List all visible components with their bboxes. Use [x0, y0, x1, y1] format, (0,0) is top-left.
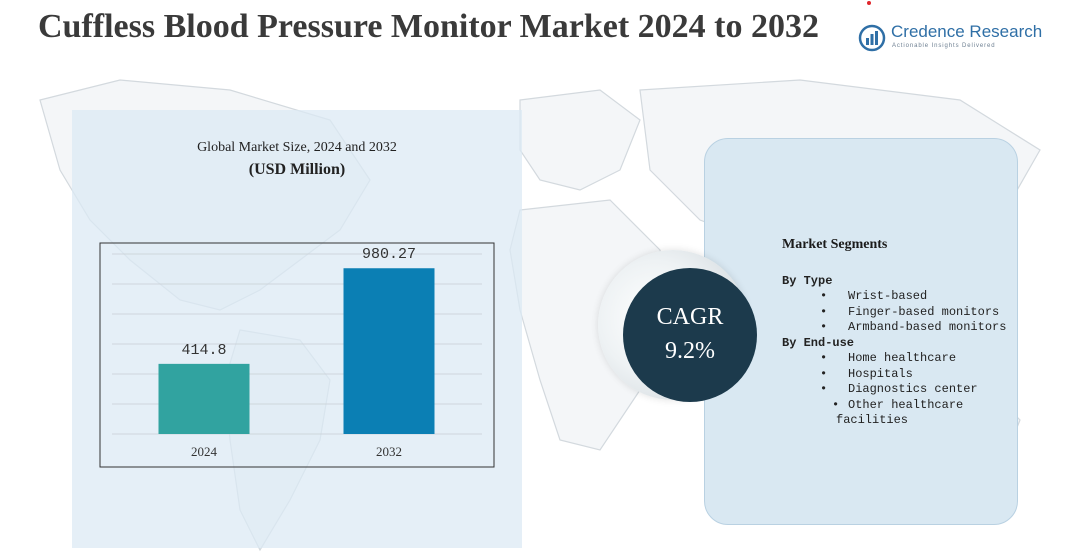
- bar-2024: [158, 363, 250, 434]
- bar-value-label: 414.8: [181, 342, 226, 359]
- market-size-panel: [72, 110, 522, 548]
- segment-item: • Finger-based monitors: [820, 304, 1000, 319]
- chart-subtitle: (USD Million): [248, 161, 346, 178]
- segment-group-end-use: By End-use • Home healthcare • Hospitals •…: [782, 336, 1068, 429]
- cagr-value: 9.2%: [665, 338, 715, 364]
- segment-group-type: By Type • Wrist-based • Finger-based monit…: [782, 274, 1068, 336]
- europe-shape: [519, 89, 641, 191]
- brand-logo[interactable]: Credence Research Actionable Insights De…: [858, 22, 1048, 56]
- segment-item: • Wrist-based: [820, 289, 928, 303]
- cagr-label: CAGR: [656, 304, 724, 330]
- segments-heading: Market Segments: [782, 237, 888, 252]
- bars: [158, 268, 435, 434]
- chart-title: Global Market Size, 2024 and 2032: [197, 140, 397, 155]
- bullet-icon: •: [820, 366, 828, 381]
- category-label: 2024: [191, 444, 218, 459]
- segment-item: • Home healthcare: [820, 351, 957, 365]
- page-title: Cuffless Blood Pressure Monitor Market 2…: [38, 8, 819, 45]
- segment-group-title: By Type: [782, 274, 833, 288]
- chart-frame: [99, 242, 495, 468]
- bar-value-label: 980.27: [362, 246, 416, 263]
- category-labels: 2024 2032: [191, 444, 402, 459]
- brand-tagline: Actionable Insights Delivered: [892, 43, 996, 49]
- segment-item: • Hospitals: [820, 366, 913, 381]
- bar-value-labels: 414.8 980.27: [181, 246, 416, 359]
- segment-item: • Armband-based monitors: [820, 320, 1007, 335]
- bullet-icon: •: [832, 397, 840, 412]
- bullet-icon: •: [820, 289, 828, 303]
- bullet-icon: •: [820, 304, 828, 319]
- logo-accent-dot: [867, 1, 871, 5]
- segment-item: • Diagnostics center: [820, 382, 978, 397]
- bar-2032: [343, 268, 435, 434]
- bar-chart-circle-icon: [858, 24, 886, 52]
- cagr-badge: CAGR 9.2%: [623, 268, 757, 402]
- bullet-icon: •: [820, 382, 828, 397]
- bullet-icon: •: [820, 351, 828, 365]
- bullet-icon: •: [820, 320, 828, 335]
- brand-name: Credence Research: [891, 22, 1043, 41]
- category-label: 2032: [376, 444, 402, 459]
- segment-item: • Other healthcare facilities: [782, 398, 996, 429]
- segment-group-title: By End-use: [782, 336, 855, 350]
